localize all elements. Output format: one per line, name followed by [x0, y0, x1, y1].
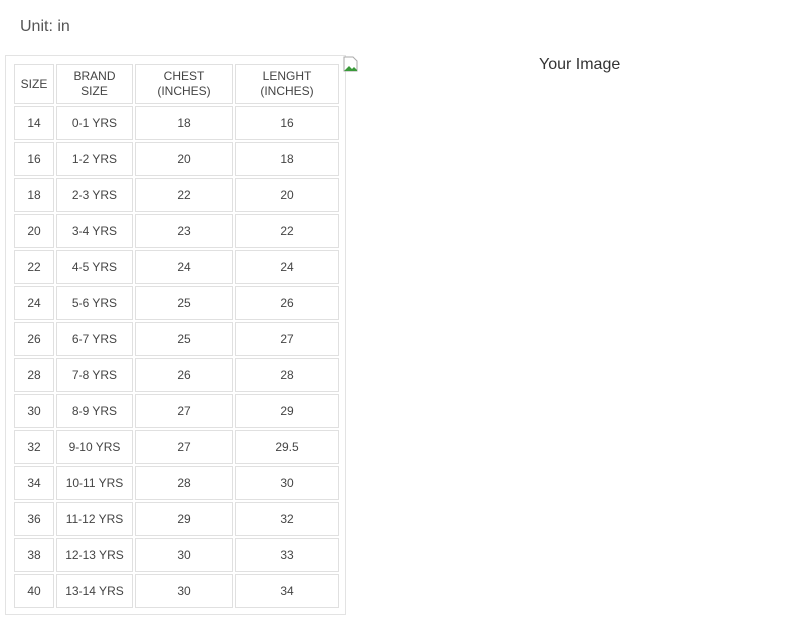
unit-label: Unit: in — [20, 18, 70, 35]
table-row: 18 2-3 YRS 22 20 — [14, 178, 339, 212]
table-row: 16 1-2 YRS 20 18 — [14, 142, 339, 176]
table-cell: 22 — [135, 178, 233, 212]
table-row: 22 4-5 YRS 24 24 — [14, 250, 339, 284]
table-cell: 22 — [235, 214, 339, 248]
size-chart-container: SIZE BRAND SIZE CHEST (INCHES) LENGHT (INCHES)… — [5, 55, 346, 615]
table-cell: 33 — [235, 538, 339, 572]
header-text: (INCHES) — [157, 84, 211, 98]
table-cell: 34 — [235, 574, 339, 608]
table-cell: 27 — [135, 394, 233, 428]
table-cell: 10-11 YRS — [56, 466, 133, 500]
header-text: CHEST — [163, 69, 205, 83]
table-cell: 22 — [14, 250, 54, 284]
table-row: 36 11-12 YRS 29 32 — [14, 502, 339, 536]
header-text: LENGHT — [262, 69, 312, 83]
table-cell: 18 — [135, 106, 233, 140]
table-row: 32 9-10 YRS 27 29.5 — [14, 430, 339, 464]
table-row: 38 12-13 YRS 30 33 — [14, 538, 339, 572]
table-cell: 29 — [235, 394, 339, 428]
table-cell: 20 — [235, 178, 339, 212]
table-cell: 16 — [14, 142, 54, 176]
table-cell: 27 — [135, 430, 233, 464]
table-cell: 18 — [235, 142, 339, 176]
table-cell: 32 — [235, 502, 339, 536]
broken-image-icon — [343, 56, 358, 72]
table-row: 28 7-8 YRS 26 28 — [14, 358, 339, 392]
table-row: 26 6-7 YRS 25 27 — [14, 322, 339, 356]
header-text: (INCHES) — [260, 84, 314, 98]
table-cell: 1-2 YRS — [56, 142, 133, 176]
table-cell: 2-3 YRS — [56, 178, 133, 212]
table-cell: 24 — [135, 250, 233, 284]
header-text: BRAND — [73, 69, 116, 83]
table-cell: 38 — [14, 538, 54, 572]
column-header: BRAND SIZE — [56, 64, 133, 104]
table-row: 40 13-14 YRS 30 34 — [14, 574, 339, 608]
size-chart-table: SIZE BRAND SIZE CHEST (INCHES) LENGHT (INCHES)… — [12, 62, 341, 610]
table-cell: 12-13 YRS — [56, 538, 133, 572]
table-cell: 0-1 YRS — [56, 106, 133, 140]
table-cell: 16 — [235, 106, 339, 140]
table-cell: 30 — [235, 466, 339, 500]
table-cell: 40 — [14, 574, 54, 608]
header-text: SIZE — [81, 84, 108, 98]
table-cell: 34 — [14, 466, 54, 500]
table-cell: 32 — [14, 430, 54, 464]
table-cell: 23 — [135, 214, 233, 248]
table-cell: 20 — [135, 142, 233, 176]
table-cell: 26 — [235, 286, 339, 320]
column-header: SIZE — [14, 64, 54, 104]
size-guide-image: Your Image — [343, 55, 643, 85]
table-cell: 28 — [235, 358, 339, 392]
table-cell: 9-10 YRS — [56, 430, 133, 464]
table-cell: 26 — [14, 322, 54, 356]
table-cell: 5-6 YRS — [56, 286, 133, 320]
table-cell: 4-5 YRS — [56, 250, 133, 284]
table-cell: 11-12 YRS — [56, 502, 133, 536]
table-cell: 14 — [14, 106, 54, 140]
table-cell: 28 — [14, 358, 54, 392]
table-row: 20 3-4 YRS 23 22 — [14, 214, 339, 248]
table-cell: 26 — [135, 358, 233, 392]
table-cell: 6-7 YRS — [56, 322, 133, 356]
table-cell: 18 — [14, 178, 54, 212]
table-cell: 3-4 YRS — [56, 214, 133, 248]
table-cell: 8-9 YRS — [56, 394, 133, 428]
table-cell: 13-14 YRS — [56, 574, 133, 608]
table-row: 34 10-11 YRS 28 30 — [14, 466, 339, 500]
table-cell: 27 — [235, 322, 339, 356]
column-header: LENGHT (INCHES) — [235, 64, 339, 104]
table-cell: 30 — [135, 538, 233, 572]
table-row: 24 5-6 YRS 25 26 — [14, 286, 339, 320]
table-row: 30 8-9 YRS 27 29 — [14, 394, 339, 428]
table-cell: 29.5 — [235, 430, 339, 464]
header-text: SIZE — [20, 76, 48, 91]
table-cell: 7-8 YRS — [56, 358, 133, 392]
column-header: CHEST (INCHES) — [135, 64, 233, 104]
table-cell: 36 — [14, 502, 54, 536]
table-cell: 25 — [135, 286, 233, 320]
table-cell: 30 — [14, 394, 54, 428]
table-cell: 20 — [14, 214, 54, 248]
table-cell: 30 — [135, 574, 233, 608]
table-cell: 29 — [135, 502, 233, 536]
image-alt-text: Your Image — [539, 56, 621, 73]
table-cell: 24 — [235, 250, 339, 284]
table-cell: 24 — [14, 286, 54, 320]
table-cell: 25 — [135, 322, 233, 356]
header-row: SIZE BRAND SIZE CHEST (INCHES) LENGHT (INCHES) — [14, 64, 339, 104]
table-row: 14 0-1 YRS 18 16 — [14, 106, 339, 140]
table-cell: 28 — [135, 466, 233, 500]
